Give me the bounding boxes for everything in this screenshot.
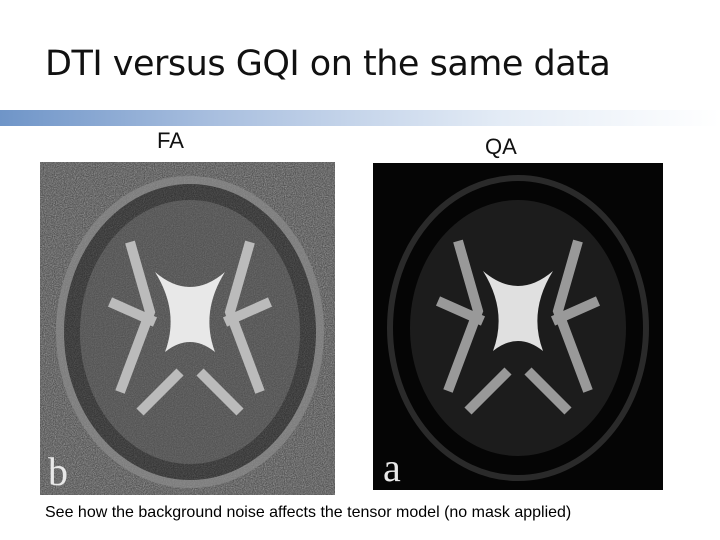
qa-image: a xyxy=(373,163,663,490)
slide-title: DTI versus GQI on the same data xyxy=(45,44,611,84)
panel-label: FA xyxy=(157,128,184,153)
title-bar xyxy=(0,110,720,126)
fa-image: b xyxy=(40,162,335,495)
panel-label: QA xyxy=(485,134,517,159)
caption: See how the background noise affects the… xyxy=(45,504,572,521)
corner-letter: a xyxy=(383,445,401,490)
corner-letter: b xyxy=(48,449,68,494)
